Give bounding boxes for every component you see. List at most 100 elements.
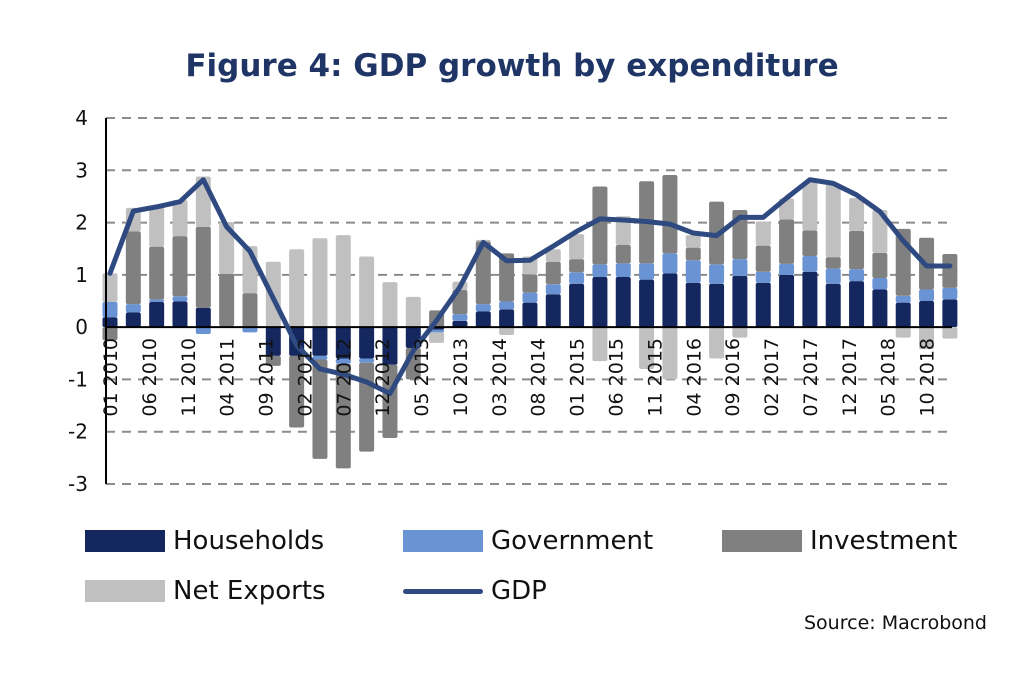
legend-swatch-investment <box>722 530 802 552</box>
x-tick-label: 04 2011 <box>217 338 239 417</box>
bar-government <box>499 301 515 310</box>
bar-households <box>172 301 188 328</box>
bar-net-exports <box>919 327 935 350</box>
x-tick-label: 03 2014 <box>489 338 511 417</box>
bar-government <box>452 314 468 321</box>
bar-net-exports <box>872 210 888 253</box>
bar-investment <box>475 241 491 305</box>
bar-net-exports <box>755 221 771 246</box>
bar-investment <box>499 253 515 302</box>
bar-households <box>895 302 911 328</box>
bar-government <box>359 358 375 363</box>
bar-households <box>499 309 515 328</box>
bar-investment <box>849 230 865 270</box>
bar-government <box>312 355 328 360</box>
legend-swatch-government <box>403 530 483 552</box>
x-tick-label: 01 2010 <box>100 338 122 417</box>
bar-net-exports <box>102 273 118 303</box>
bar-government <box>802 256 818 272</box>
bar-households <box>942 299 958 328</box>
bar-government <box>242 327 258 333</box>
x-tick-label: 11 2015 <box>644 338 666 417</box>
bar-households <box>919 301 935 328</box>
bar-households <box>475 311 491 328</box>
bar-net-exports <box>709 327 725 359</box>
bar-government <box>429 329 445 333</box>
x-tick-label: 02 2017 <box>761 338 783 417</box>
y-tick-label: -1 <box>68 367 88 391</box>
chart-title: Figure 4: GDP growth by expenditure <box>185 48 839 84</box>
bar-government <box>662 253 678 274</box>
bar-investment <box>289 355 305 428</box>
bar-households <box>802 271 818 328</box>
bar-government <box>849 269 865 282</box>
bar-net-exports <box>149 206 165 247</box>
bar-net-exports <box>942 327 958 339</box>
legend-investment: Investment <box>722 526 957 556</box>
legend-swatch-gdp <box>403 588 483 594</box>
x-tick-label: 07 2012 <box>333 338 355 417</box>
bar-households <box>825 283 841 328</box>
bar-government <box>335 358 351 364</box>
bar-government <box>592 264 608 277</box>
bar-government <box>125 304 141 313</box>
bar-government <box>615 263 631 277</box>
bar-net-exports <box>569 234 585 260</box>
x-tick-label: 09 2016 <box>722 338 744 417</box>
bar-households <box>102 317 118 328</box>
bar-investment <box>779 219 795 264</box>
bar-net-exports <box>312 238 328 328</box>
source-note: Source: Macrobond <box>804 612 987 634</box>
y-tick-label: 0 <box>75 315 88 339</box>
bar-government <box>522 292 538 303</box>
bar-net-exports <box>219 222 235 274</box>
bar-net-exports <box>499 327 515 335</box>
bar-households <box>639 279 655 328</box>
bar-government <box>709 264 725 284</box>
x-tick-label: 12 2017 <box>839 338 861 417</box>
x-tick-label: 10 2013 <box>450 338 472 417</box>
bar-households <box>732 275 748 328</box>
bar-net-exports <box>662 327 678 380</box>
bar-government <box>172 296 188 302</box>
bar-households <box>849 281 865 328</box>
bar-net-exports <box>825 184 841 258</box>
bar-households <box>779 274 795 328</box>
bar-investment <box>149 246 165 300</box>
bar-investment <box>662 174 678 254</box>
x-tick-label: 11 2010 <box>178 338 200 417</box>
bar-net-exports <box>685 235 701 248</box>
bar-investment <box>825 257 841 269</box>
y-tick-label: -2 <box>68 420 88 444</box>
bar-investment <box>615 245 631 264</box>
bar-government <box>825 268 841 284</box>
bar-net-exports <box>732 327 748 338</box>
bar-households <box>545 294 561 328</box>
legend-label: Investment <box>810 526 958 556</box>
x-tick-label: 04 2016 <box>683 338 705 417</box>
bar-government <box>732 259 748 276</box>
bar-net-exports <box>545 249 561 262</box>
y-tick-label: 4 <box>75 106 88 130</box>
bar-government <box>685 260 701 283</box>
x-tick-label: 10 2018 <box>917 338 939 417</box>
legend-label: Net Exports <box>173 576 326 606</box>
bar-households <box>522 302 538 328</box>
bar-net-exports <box>639 327 655 369</box>
x-tick-label: 12 2012 <box>372 338 394 417</box>
bar-households <box>195 307 211 328</box>
bar-households <box>149 302 165 328</box>
bar-households <box>452 320 468 328</box>
bar-government <box>942 287 958 300</box>
bar-households <box>709 283 725 328</box>
legend-net-exports: Net Exports <box>85 576 326 606</box>
legend-swatch-net-exports <box>85 580 165 602</box>
bar-government <box>102 302 118 318</box>
bar-investment <box>872 252 888 278</box>
bar-investment <box>569 259 585 273</box>
bar-investment <box>522 274 538 293</box>
x-tick-label: 08 2014 <box>528 338 550 417</box>
bar-net-exports <box>405 296 421 328</box>
bar-net-exports <box>802 181 818 231</box>
